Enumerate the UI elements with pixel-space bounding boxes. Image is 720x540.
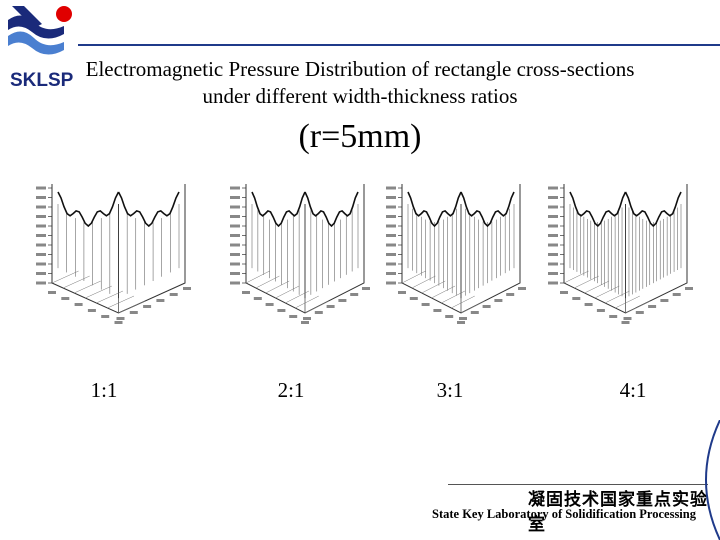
slide-title: Electromagnetic Pressure Distribution of…: [85, 57, 635, 108]
ratio-label-3: 3:1: [436, 378, 464, 402]
slide-subtitle: (r=5mm): [298, 118, 422, 155]
corner-arc-decoration: [705, 420, 720, 540]
lab-logo: SKLSP: [4, 2, 74, 94]
ratio-label-2: 2:1: [277, 378, 305, 402]
surface-plot-1: [28, 178, 203, 343]
surface-plot-graphic: [386, 184, 526, 324]
surface-plot-graphic: [548, 184, 693, 324]
footer-lab-name-cn: 凝固技术国家重点实验室: [528, 490, 708, 535]
logo-mark-icon: [8, 6, 72, 55]
surface-plot-3: [378, 178, 538, 343]
surface-plot-graphic: [230, 184, 370, 324]
logo-text: SKLSP: [10, 70, 74, 91]
footer-rule: [448, 484, 708, 485]
ratio-label-1: 1:1: [90, 378, 118, 402]
surface-plot-2: [222, 178, 382, 343]
ratio-label-4: 4:1: [619, 378, 647, 402]
surface-plot-4: [540, 178, 705, 343]
surface-plot-graphic: [36, 184, 191, 324]
footer-lab-name-en: State Key Laboratory of Solidification P…: [432, 507, 696, 521]
header-rule: [78, 44, 720, 46]
